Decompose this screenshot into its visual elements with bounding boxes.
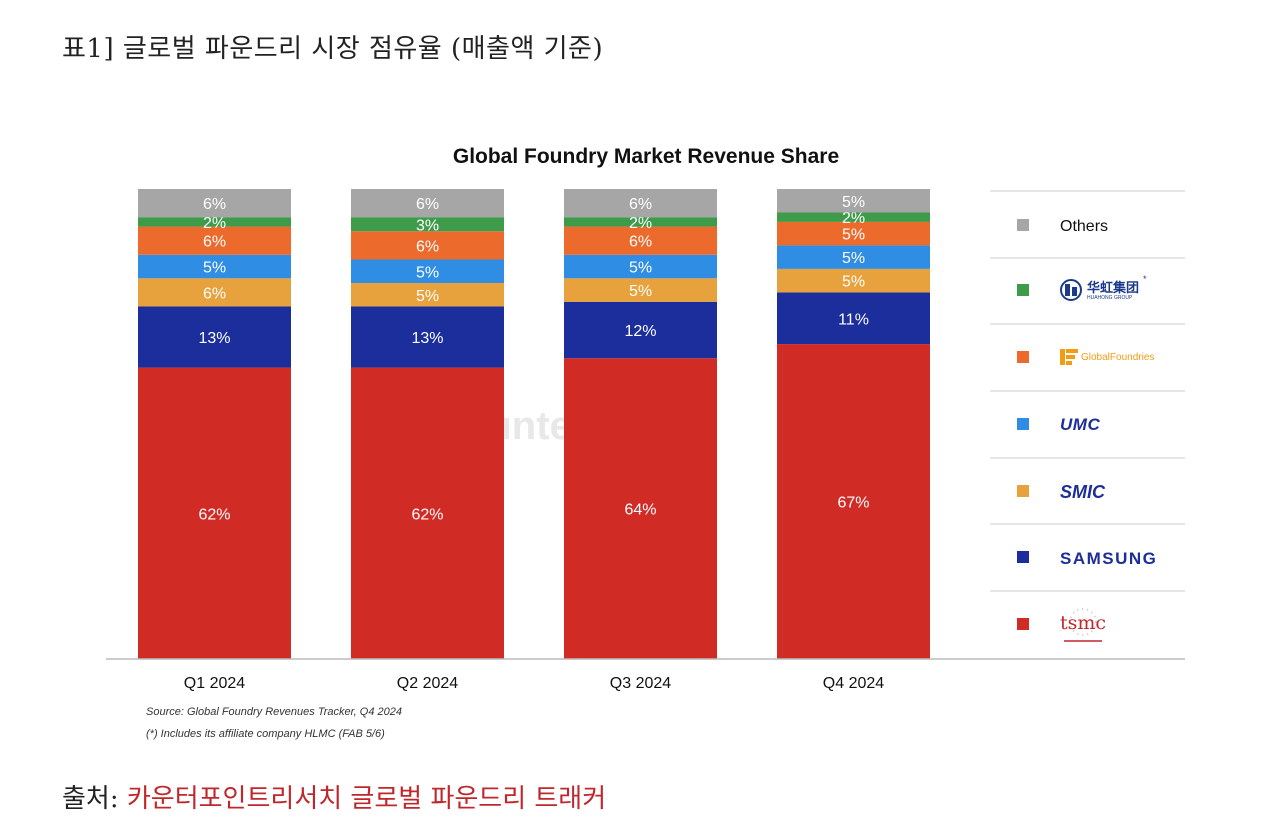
bar-segment-umc-2 xyxy=(351,259,504,283)
legend-swatch-smic xyxy=(1017,485,1029,497)
legend-swatch-umc xyxy=(1017,418,1029,430)
globalfoundries-logo-text: GlobalFoundries xyxy=(1081,352,1154,363)
huahong-logo-icon-bar xyxy=(1072,287,1077,296)
data-label-huahong-4: 2% xyxy=(842,210,865,227)
data-label-globalfoundries-3: 6% xyxy=(629,234,652,251)
huahong-logo-subtext: HUAHONG GROUP xyxy=(1087,295,1133,301)
bar-segment-samsung-4 xyxy=(777,292,930,345)
bar-segment-umc-4 xyxy=(777,245,930,269)
data-label-umc-2: 5% xyxy=(416,264,439,281)
globalfoundries-logo-icon-bar xyxy=(1066,361,1072,365)
data-label-umc-1: 5% xyxy=(203,260,226,277)
data-label-huahong-3: 2% xyxy=(629,215,652,232)
data-label-samsung-1: 13% xyxy=(198,330,230,347)
bar-area: 62% 13% 6% 5% 6% 2% 6% 62% 13% 5% 5% 6% 3% 6% 64% 12% 5%… xyxy=(138,189,930,659)
bar-segment-tsmc-4 xyxy=(777,344,930,659)
bar-segment-samsung-1 xyxy=(138,306,291,368)
x-tick-label: Q3 2024 xyxy=(610,675,671,692)
tsmc-logo-icon xyxy=(1069,608,1097,636)
bar-segment-others-2 xyxy=(351,189,504,218)
bar-segment-tsmc-2 xyxy=(351,367,504,659)
bar-segment-tsmc-3 xyxy=(564,358,717,659)
data-label-huahong-2: 3% xyxy=(416,217,439,234)
tsmc-logo: tsmc xyxy=(1060,608,1106,642)
legend-swatch-huahong xyxy=(1017,284,1029,296)
huahong-logo: 华虹集团 HUAHONG GROUP * xyxy=(1060,274,1147,301)
globalfoundries-logo-icon-bar xyxy=(1066,355,1075,359)
bar-segment-globalfoundries-1 xyxy=(138,226,291,255)
data-label-tsmc-1: 62% xyxy=(198,506,230,523)
legend-swatch-globalfoundries xyxy=(1017,351,1029,363)
bar-segment-huahong-2 xyxy=(351,217,504,232)
globalfoundries-logo-icon-bar xyxy=(1066,349,1078,353)
data-label-tsmc-4: 67% xyxy=(837,495,869,512)
bar-segment-smic-3 xyxy=(564,278,717,302)
data-label-tsmc-2: 62% xyxy=(411,506,443,523)
data-label-samsung-3: 12% xyxy=(624,323,656,340)
source-prefix: 출처: xyxy=(62,784,127,814)
x-axis-ticks: Q1 2024 Q2 2024 Q3 2024 Q4 2024 xyxy=(184,675,884,692)
bar-segment-samsung-3 xyxy=(564,301,717,359)
x-tick-label: Q2 2024 xyxy=(397,675,458,692)
data-label-umc-4: 5% xyxy=(842,250,865,267)
chart-title: Global Foundry Market Revenue Share xyxy=(453,145,839,168)
data-label-smic-4: 5% xyxy=(842,274,865,291)
umc-logo-text: UMC xyxy=(1060,415,1100,434)
page-heading: 표1] 글로벌 파운드리 시장 점유율 (매출액 기준) xyxy=(62,34,604,64)
data-label-others-2: 6% xyxy=(416,196,439,213)
bar-segment-others-1 xyxy=(138,189,291,218)
bar-segment-huahong-4 xyxy=(777,212,930,222)
bar-segment-samsung-2 xyxy=(351,306,504,368)
source-line: 출처: 카운터포인트리서치 글로벌 파운드리 트래커 xyxy=(62,778,606,815)
legend-swatch-tsmc xyxy=(1017,618,1029,630)
bar-segment-globalfoundries-2 xyxy=(351,231,504,260)
bar-segment-globalfoundries-3 xyxy=(564,226,717,255)
huahong-logo-icon xyxy=(1060,279,1082,301)
bar-segment-huahong-3 xyxy=(564,217,717,227)
bar-segment-tsmc-1 xyxy=(138,367,291,659)
stacked-bar-chart: Global Foundry Market Revenue Share Coun… xyxy=(106,145,1185,740)
legend-swatch-others xyxy=(1017,219,1029,231)
data-label-globalfoundries-1: 6% xyxy=(203,234,226,251)
data-label-smic-3: 5% xyxy=(629,283,652,300)
bar-segment-smic-1 xyxy=(138,278,291,307)
x-tick-label: Q1 2024 xyxy=(184,675,245,692)
tsmc-logo-text: tsmc xyxy=(1060,612,1106,634)
data-label-huahong-1: 2% xyxy=(203,215,226,232)
bar-segment-umc-1 xyxy=(138,254,291,279)
huahong-logo-icon-bar xyxy=(1065,284,1070,296)
bar-segment-globalfoundries-4 xyxy=(777,221,930,246)
data-label-others-4: 5% xyxy=(842,194,865,211)
chart-source-note: Source: Global Foundry Revenues Tracker,… xyxy=(146,706,402,718)
bar-segment-smic-4 xyxy=(777,268,930,293)
globalfoundries-logo: GlobalFoundries xyxy=(1060,349,1154,365)
huahong-logo-text: 华虹集团 xyxy=(1087,280,1139,295)
bar-segment-huahong-1 xyxy=(138,217,291,227)
data-label-umc-3: 5% xyxy=(629,260,652,277)
data-label-globalfoundries-4: 5% xyxy=(842,227,865,244)
smic-logo-text: SMIC xyxy=(1060,482,1106,502)
legend-swatch-samsung xyxy=(1017,551,1029,563)
data-label-samsung-4: 11% xyxy=(838,311,869,328)
x-tick-label: Q4 2024 xyxy=(823,675,884,692)
huahong-footnote-mark: * xyxy=(1143,274,1147,284)
data-label-others-3: 6% xyxy=(629,196,652,213)
data-label-globalfoundries-2: 6% xyxy=(416,238,439,255)
bar-segment-others-3 xyxy=(564,189,717,218)
chart-footnote: (*) Includes its affiliate company HLMC … xyxy=(146,728,385,740)
data-label-smic-1: 6% xyxy=(203,285,226,302)
bar-segment-umc-3 xyxy=(564,254,717,279)
bar-segment-others-4 xyxy=(777,189,930,213)
data-label-smic-2: 5% xyxy=(416,288,439,305)
samsung-logo-text: SAMSUNG xyxy=(1060,549,1157,568)
source-name: 카운터포인트리서치 글로벌 파운드리 트래커 xyxy=(126,784,607,814)
data-label-others-1: 6% xyxy=(203,196,226,213)
data-label-samsung-2: 13% xyxy=(411,330,443,347)
bar-segment-smic-2 xyxy=(351,283,504,307)
globalfoundries-logo-icon xyxy=(1060,349,1065,365)
legend: Others 华虹集团 HUAHONG GROUP * GlobalFoundr… xyxy=(990,190,1185,642)
data-label-tsmc-3: 64% xyxy=(624,502,656,519)
legend-label-others: Others xyxy=(1060,218,1108,235)
